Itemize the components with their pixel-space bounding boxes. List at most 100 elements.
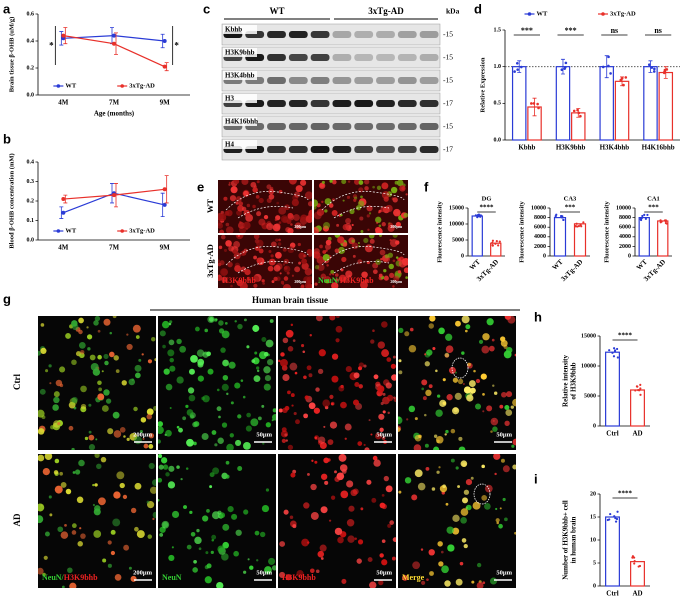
- micrograph-bg: [398, 316, 516, 450]
- x-axis-label: Age (months): [94, 110, 135, 118]
- cell: [293, 411, 297, 416]
- dot: [560, 68, 564, 72]
- cell: [276, 201, 280, 205]
- cell: [437, 541, 443, 547]
- cell: [455, 320, 461, 327]
- cell: [414, 469, 423, 478]
- cell: [307, 201, 312, 207]
- blot-row-label: H3: [225, 95, 234, 103]
- cell: [69, 582, 77, 588]
- bar: [511, 66, 527, 141]
- cell: [327, 439, 334, 445]
- cell: [398, 370, 403, 375]
- cell: [346, 519, 355, 527]
- cell: [256, 239, 264, 248]
- dot: [609, 512, 612, 516]
- cell: [421, 387, 425, 391]
- cell: [71, 396, 78, 404]
- cell: [445, 345, 454, 354]
- cell: [261, 404, 265, 408]
- dot: [637, 565, 640, 568]
- cell: [500, 336, 506, 342]
- cell: [303, 254, 307, 258]
- cell: [358, 362, 365, 368]
- dot: [664, 220, 668, 223]
- legend-marker: [56, 229, 61, 233]
- cell: [236, 279, 244, 287]
- scale-label: 200μm: [133, 431, 152, 438]
- cell: [348, 274, 351, 278]
- cell: [354, 180, 361, 185]
- cell: [171, 510, 180, 518]
- group-label: 3xTg-AD: [368, 6, 404, 16]
- cell: [490, 577, 498, 585]
- cell: [380, 257, 383, 261]
- cell: [190, 355, 198, 363]
- blot-row-label: H3K9bhb: [225, 49, 255, 57]
- series-line: [63, 35, 165, 68]
- x-tick-label: 3xTg-AD: [559, 258, 584, 283]
- cell: [465, 324, 471, 330]
- cell: [304, 191, 312, 200]
- cell: [294, 222, 302, 230]
- cell: [92, 503, 96, 507]
- cell: [303, 375, 307, 380]
- bar: [638, 217, 650, 257]
- micrograph: [158, 454, 276, 588]
- cell: [459, 561, 464, 566]
- cell: [498, 523, 503, 529]
- cell: [98, 497, 106, 506]
- cell: [165, 429, 172, 437]
- annotation: *: [174, 41, 179, 51]
- cell: [499, 404, 504, 409]
- cell: [190, 531, 196, 537]
- y-tick-label: 15: [590, 514, 596, 520]
- cell: [279, 358, 288, 367]
- cell: [358, 180, 364, 185]
- cell: [268, 258, 276, 266]
- blot-band: [332, 146, 352, 153]
- dot: [633, 560, 636, 563]
- cell: [336, 223, 340, 227]
- cell: [263, 214, 269, 220]
- y-axis-label: Relative Expression: [479, 57, 486, 112]
- channel: NeuN/: [42, 573, 65, 582]
- cell: [388, 263, 394, 270]
- cell: [455, 466, 459, 470]
- cell: [408, 344, 417, 353]
- channel-label: Merge: [402, 573, 425, 582]
- dot: [647, 63, 651, 67]
- cell: [121, 380, 127, 386]
- cell: [359, 216, 364, 221]
- hippocampus-outline: [225, 246, 309, 274]
- cell: [411, 494, 418, 501]
- cell: [442, 484, 446, 489]
- cell: [148, 432, 155, 439]
- x-tick-label: 7M: [109, 99, 120, 107]
- cell: [59, 383, 64, 388]
- legend-marker: [601, 12, 605, 16]
- cell: [429, 571, 434, 576]
- cell: [152, 511, 156, 519]
- cell: [253, 283, 258, 288]
- cell: [324, 480, 329, 485]
- blot-band: [267, 146, 286, 153]
- cell: [294, 191, 301, 198]
- legend-label: 3xTg-AD: [129, 227, 155, 234]
- cell: [438, 561, 444, 567]
- cell: [235, 529, 242, 536]
- cell: [148, 462, 155, 470]
- blot-band: [397, 54, 417, 61]
- cell: [53, 470, 59, 475]
- cell: [282, 284, 291, 288]
- cell: [514, 353, 516, 357]
- cell: [476, 582, 484, 588]
- cell: [375, 216, 382, 224]
- cell: [86, 334, 93, 340]
- cell: [257, 416, 262, 421]
- cell: [65, 333, 71, 339]
- cell: [214, 443, 218, 447]
- cell: [285, 439, 288, 442]
- cell: [230, 284, 233, 288]
- x-tick-label: Ctrl: [606, 590, 618, 598]
